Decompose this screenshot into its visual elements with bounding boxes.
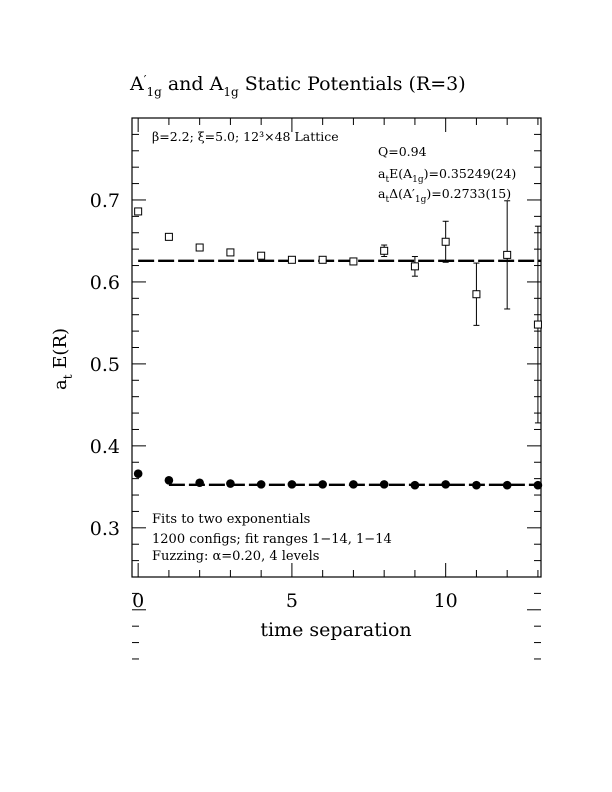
- data-point: [533, 480, 543, 490]
- data-point: [226, 248, 235, 257]
- axis-tick-labels: 0 5 10 0.3 0.4 0.5 0.6 0.7: [90, 190, 458, 612]
- data-point: [410, 262, 419, 271]
- data-point: [503, 250, 512, 259]
- data-point: [472, 290, 481, 299]
- x-axis-label: time separation: [260, 619, 411, 641]
- data-point: [134, 207, 143, 216]
- annotation-configs: 1200 configs; fit ranges 1−14, 1−14: [152, 532, 392, 547]
- data-point: [533, 320, 542, 329]
- y-axis-label: at E(R): [50, 328, 75, 390]
- x-tick-label: 5: [286, 590, 298, 612]
- annotation-fuzzing: Fuzzing: α=0.20, 4 levels: [152, 549, 319, 564]
- data-point: [318, 255, 327, 264]
- data-marks: [133, 200, 543, 490]
- y-tick-label: 0.7: [90, 190, 120, 212]
- annotation-fits: Fits to two exponentials: [152, 512, 310, 527]
- data-point: [287, 255, 296, 264]
- data-point: [441, 480, 450, 489]
- annotation-q: Q=0.94: [378, 144, 427, 159]
- y-tick-label: 0.5: [90, 354, 120, 376]
- data-point: [410, 480, 420, 490]
- annotation-params: β=2.2; ξ=5.0; 12³×48 Lattice: [152, 129, 339, 144]
- x-tick-label: 10: [434, 590, 458, 612]
- data-point: [133, 469, 143, 479]
- y-tick-label: 0.3: [90, 518, 120, 540]
- data-point: [256, 480, 266, 489]
- data-point: [257, 251, 266, 260]
- data-point: [287, 480, 297, 489]
- data-point: [502, 480, 512, 490]
- y-tick-label: 0.6: [90, 272, 120, 294]
- data-point: [441, 237, 450, 246]
- data-point: [164, 232, 173, 241]
- data-point: [226, 479, 235, 488]
- data-point: [195, 478, 204, 488]
- data-point: [472, 480, 481, 490]
- data-point: [195, 243, 204, 252]
- data-point: [349, 257, 358, 266]
- annotation-energy: atE(A1g)=0.35249(24): [378, 166, 516, 185]
- data-point: [379, 480, 389, 489]
- y-tick-label: 0.4: [90, 436, 120, 458]
- axis-ticks: [132, 118, 541, 660]
- annotation-gap: atΔ(A′1g)=0.2733(15): [378, 186, 511, 205]
- data-point: [380, 246, 389, 255]
- data-point: [318, 480, 327, 489]
- data-point: [164, 475, 174, 485]
- chart-title: A′1g and A1g Static Potentials (R=3): [129, 73, 466, 99]
- fit-lines: [138, 259, 541, 486]
- data-point: [349, 480, 358, 489]
- x-tick-label: 0: [132, 590, 144, 612]
